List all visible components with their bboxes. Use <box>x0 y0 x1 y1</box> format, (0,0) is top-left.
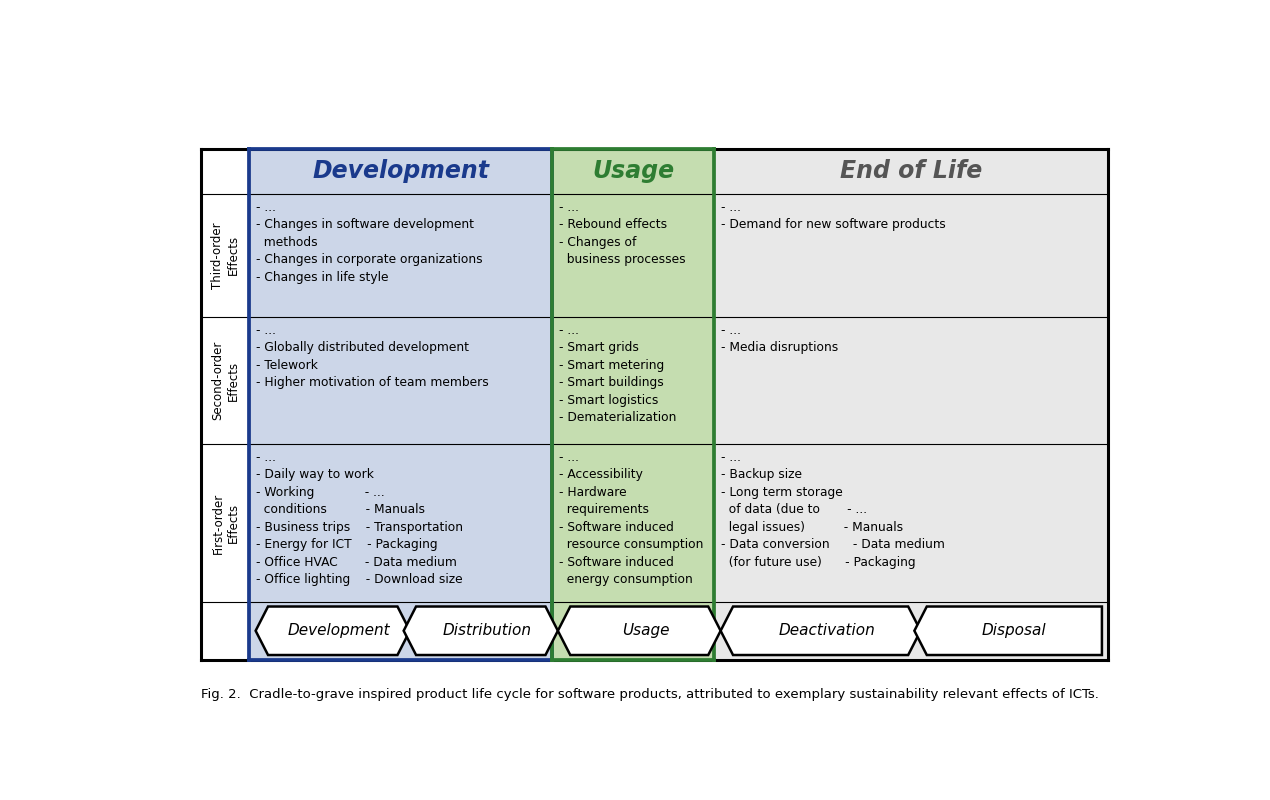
Text: - ...
- Daily way to work
- Working             - ...
  conditions          - Ma: - ... - Daily way to work - Working - ..… <box>257 451 464 586</box>
Text: - ...
- Media disruptions: - ... - Media disruptions <box>721 324 838 354</box>
Text: First-order
Effects: First-order Effects <box>211 492 240 554</box>
Bar <box>249 149 551 660</box>
Text: Second-order
Effects: Second-order Effects <box>211 341 240 420</box>
Text: Usage: Usage <box>592 159 674 183</box>
Text: - ...
- Backup size
- Long term storage
  of data (due to       - ...
  legal is: - ... - Backup size - Long term storage … <box>721 451 945 569</box>
Polygon shape <box>255 606 410 655</box>
Polygon shape <box>404 606 558 655</box>
Polygon shape <box>558 606 720 655</box>
Bar <box>551 149 715 660</box>
Bar <box>715 149 1109 660</box>
Text: End of Life: End of Life <box>841 159 983 183</box>
Text: - ...
- Demand for new software products: - ... - Demand for new software products <box>721 201 946 231</box>
Text: Usage: Usage <box>622 623 669 638</box>
Text: Deactivation: Deactivation <box>779 623 875 638</box>
Text: Development: Development <box>287 623 390 638</box>
Text: Third-order
Effects: Third-order Effects <box>211 222 240 289</box>
Text: Distribution: Distribution <box>442 623 531 638</box>
Bar <box>202 149 249 660</box>
Text: Development: Development <box>312 159 489 183</box>
Text: Fig. 2.  Cradle-to-grave inspired product life cycle for software products, attr: Fig. 2. Cradle-to-grave inspired product… <box>202 688 1100 702</box>
Text: - ...
- Smart grids
- Smart metering
- Smart buildings
- Smart logistics
- Demat: - ... - Smart grids - Smart metering - S… <box>559 324 676 425</box>
Text: - ...
- Rebound effects
- Changes of
  business processes: - ... - Rebound effects - Changes of bus… <box>559 201 686 266</box>
Polygon shape <box>720 606 921 655</box>
Text: - ...
- Globally distributed development
- Telework
- Higher motivation of team : - ... - Globally distributed development… <box>257 324 489 390</box>
Text: - ...
- Accessibility
- Hardware
  requirements
- Software induced
  resource co: - ... - Accessibility - Hardware require… <box>559 451 704 586</box>
Polygon shape <box>914 606 1102 655</box>
Text: - ...
- Changes in software development
  methods
- Changes in corporate organiz: - ... - Changes in software development … <box>257 201 483 284</box>
Text: Disposal: Disposal <box>982 623 1046 638</box>
